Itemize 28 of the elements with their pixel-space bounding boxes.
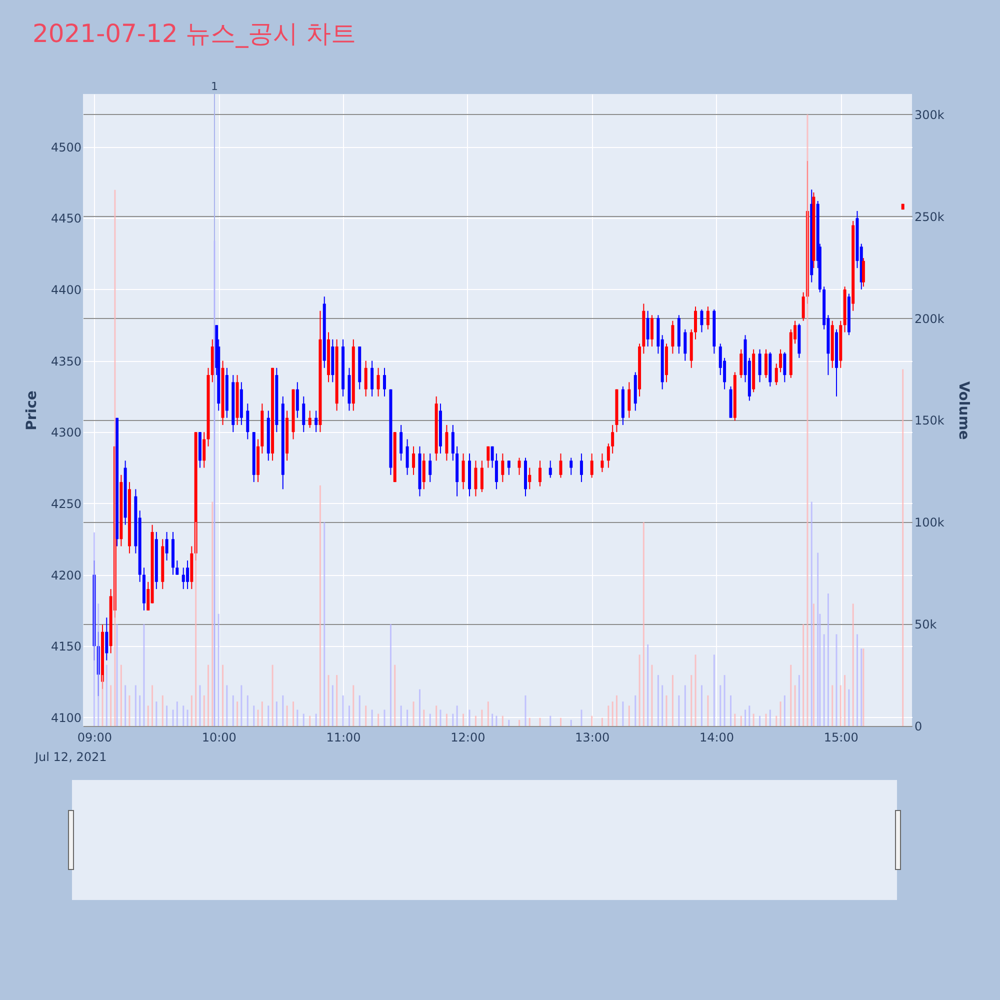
y-tick-label: 4100 (50, 710, 82, 725)
x-tick-label: 14:00 (699, 730, 734, 744)
y2-tick-label: 300k (914, 108, 944, 122)
text: Jul 12, 2021 (35, 750, 107, 764)
x-tick-label: 11:00 (326, 730, 361, 744)
y-tick-label: 4350 (50, 354, 82, 368)
y2-tick-label: 100k (914, 516, 944, 530)
y-axis-title: Price (24, 390, 40, 430)
y-tick-label: 4250 (50, 496, 82, 511)
y2-tick-label: 150k (914, 414, 944, 428)
y2-tick-label: 0 (914, 720, 922, 734)
x-tick-label: 10:00 (202, 730, 236, 744)
chart-title: 2021-07-12 뉴스_공시 차트 (32, 19, 356, 48)
y2-tick-label: 50k (914, 618, 937, 632)
y2-axis-title: Volume (955, 381, 972, 440)
x-tick-label: 13:00 (575, 730, 610, 744)
y2-tick-label: 200k (914, 312, 944, 326)
x-tick-label: 12:00 (450, 730, 486, 744)
x-tick-label: 15:00 (824, 730, 858, 744)
y-tick-label: 4450 (50, 212, 82, 226)
y-tick-label: 4500 (50, 140, 82, 154)
x-tick-label: 09:00 (77, 730, 112, 744)
y-tick-label: 4150 (50, 640, 82, 654)
y-tick-label: 4300 (50, 426, 82, 440)
y-tick-label: 4200 (50, 568, 82, 582)
y-tick-label: 4400 (50, 282, 82, 297)
ref-line-label: 1 (210, 80, 218, 93)
y2-tick-label: 250k (914, 210, 944, 224)
